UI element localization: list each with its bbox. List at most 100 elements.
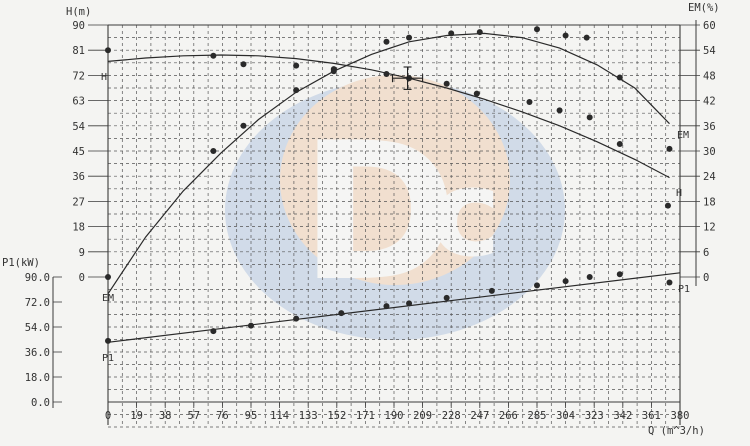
- x-axis-label: Q (m^3/h): [648, 425, 705, 437]
- y-left-tick-label: 72: [72, 70, 85, 82]
- em-curve-label-end: EM: [677, 130, 689, 141]
- em-point: [616, 74, 623, 81]
- p1-curve: [107, 272, 681, 343]
- x-tick-label: 38: [159, 410, 172, 422]
- x-tick-label: 133: [299, 410, 318, 422]
- x-tick-label: 209: [413, 410, 432, 422]
- y-left-tick-label: 81: [72, 45, 85, 57]
- p1-point: [105, 337, 111, 344]
- h-point: [586, 114, 593, 121]
- x-tick-label: 285: [528, 410, 547, 422]
- power-tick-label: 18.0: [25, 372, 50, 384]
- x-tick-label: 190: [385, 410, 404, 422]
- h-point: [293, 62, 300, 69]
- x-tick-label: 152: [327, 410, 346, 422]
- y-right-axis-label: EM(%): [688, 2, 720, 14]
- y-left-axis-label: H(m): [66, 6, 91, 18]
- em-point: [406, 34, 413, 41]
- y-left-tick-label: 0: [79, 272, 85, 284]
- h-point: [240, 61, 247, 68]
- x-tick-label: 171: [356, 410, 375, 422]
- axes: 0 9 18 27 36 45 54 63 72 81 90 H(m) 0 6 12 18 24 30 36 42 48…: [2, 2, 720, 437]
- p1-point: [383, 303, 390, 310]
- p1-point: [666, 279, 673, 286]
- power-axis-label: P1(kW): [2, 257, 40, 269]
- y-left-tick-label: 90: [72, 20, 85, 32]
- h-point: [210, 52, 217, 59]
- y-right-tick-label: 0: [703, 272, 709, 284]
- y-right-tick-label: 60: [703, 20, 716, 32]
- em-point: [562, 32, 569, 39]
- x-tick-label: 76: [216, 410, 229, 422]
- p1-curve-label-start: P1: [102, 353, 114, 364]
- em-point: [105, 274, 111, 280]
- svg-text:D: D: [300, 102, 458, 323]
- p1-point: [562, 278, 569, 285]
- watermark-logo: D c: [225, 75, 565, 340]
- y-right-tick-label: 18: [703, 196, 716, 208]
- y-right-tick-label: 42: [703, 96, 716, 108]
- em-curve: [107, 32, 670, 295]
- p1-point: [248, 322, 254, 329]
- y-left-tick-label: 45: [72, 146, 85, 158]
- x-tick-label: 228: [442, 410, 461, 422]
- h-point: [616, 141, 623, 147]
- p1-point: [210, 328, 217, 335]
- em-point: [476, 29, 483, 36]
- em-point: [666, 145, 673, 152]
- y-left-tick-label: 63: [72, 96, 85, 108]
- p1-point: [488, 287, 495, 294]
- y-left-tick-label: 36: [72, 171, 85, 183]
- em-point: [210, 148, 217, 154]
- power-tick-label: 72.0: [25, 297, 50, 309]
- h-point: [105, 47, 111, 54]
- p1-point: [406, 300, 413, 307]
- y-left-tick-label: 9: [79, 247, 85, 259]
- h-curve: [107, 54, 670, 179]
- h-point: [526, 99, 533, 105]
- em-point: [240, 122, 247, 129]
- em-point: [534, 26, 540, 33]
- em-point: [583, 34, 590, 41]
- p1-point: [534, 282, 540, 289]
- x-tick-label: 57: [187, 410, 200, 422]
- x-tick-label: 361: [642, 410, 661, 422]
- h-curve-label-end: H: [676, 188, 682, 199]
- h-point: [383, 71, 390, 77]
- y-right-tick-label: 24: [703, 171, 716, 183]
- p1-point: [616, 271, 623, 278]
- h-point: [556, 107, 563, 114]
- x-tick-label: 304: [556, 410, 575, 422]
- y-right-tick-label: 12: [703, 222, 716, 234]
- power-tick-label: 0.0: [31, 397, 50, 409]
- em-point: [330, 66, 337, 73]
- x-tick-label: 380: [671, 410, 690, 422]
- y-left-tick-label: 27: [72, 196, 85, 208]
- power-tick-label: 36.0: [25, 347, 50, 359]
- em-point: [383, 38, 390, 45]
- marks: [105, 26, 681, 344]
- h-point: [473, 90, 480, 97]
- h-point: [664, 202, 671, 209]
- h-point: [443, 80, 450, 87]
- y-left-tick-label: 54: [72, 121, 85, 133]
- em-point: [293, 87, 300, 94]
- em-curve-label-start: EM: [102, 293, 114, 304]
- x-tick-label: 323: [585, 410, 604, 422]
- p1-point: [338, 310, 345, 317]
- em-point: [448, 30, 455, 37]
- y-right-tick-label: 6: [703, 247, 709, 259]
- grid: [108, 25, 680, 428]
- y-right-tick-label: 36: [703, 121, 716, 133]
- y-left-tick-label: 18: [72, 222, 85, 234]
- x-tick-label: 95: [245, 410, 258, 422]
- p1-point: [443, 294, 450, 301]
- y-right-tick-label: 54: [703, 45, 716, 57]
- x-tick-label: 266: [499, 410, 518, 422]
- x-tick-label: 114: [270, 410, 289, 422]
- labels: H EM EM H P1 P1: [101, 72, 690, 364]
- x-tick-label: 0: [105, 410, 111, 422]
- x-tick-label: 342: [613, 410, 632, 422]
